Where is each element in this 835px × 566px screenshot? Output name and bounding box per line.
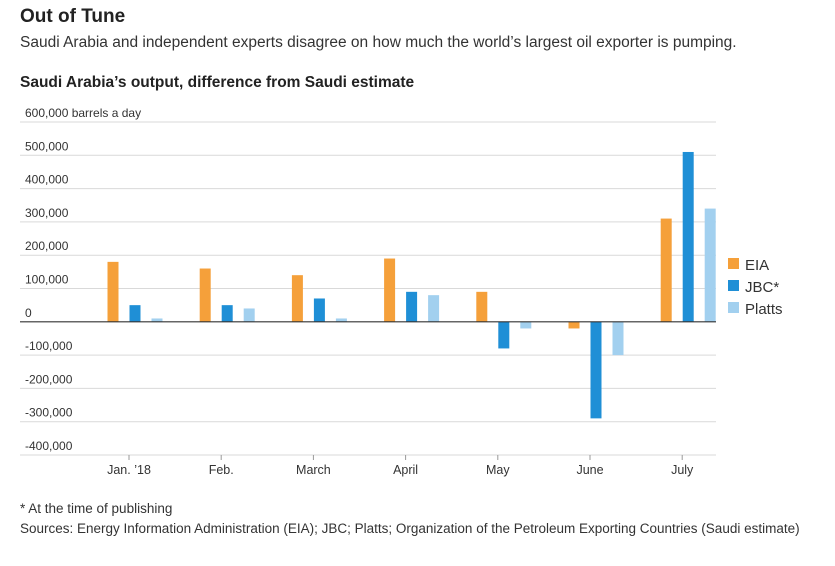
legend-swatch [728,258,739,269]
y-tick-label: 400,000 [25,173,69,187]
y-tick-label: -100,000 [25,339,73,353]
bar-jbc [221,305,233,322]
bar-jbc [590,321,602,419]
bar-eia [107,261,119,322]
bar-eia [660,218,672,322]
y-tick-label: 600,000 barrels a day [25,106,141,120]
plot-title: Saudi Arabia’s output, difference from S… [20,74,415,91]
bar-platts [520,321,532,329]
legend-label: Platts [745,301,783,318]
bar-platts [612,321,624,356]
x-tick-label: June [576,463,603,477]
legend-label: EIA [745,257,769,274]
sources-note: Sources: Energy Information Administrati… [20,521,800,536]
y-tick-label: -300,000 [25,406,73,420]
legend-swatch [728,280,739,291]
y-tick-label: 200,000 [25,239,69,253]
bar-platts [243,308,255,322]
y-tick-label: 100,000 [25,273,69,287]
bar-jbc [313,298,325,322]
footnote: * At the time of publishing [20,501,173,516]
y-tick-label: -200,000 [25,372,73,386]
bar-jbc [406,291,418,322]
bar-platts [704,208,716,322]
bar-eia [384,258,396,322]
y-tick-label: 0 [25,306,32,320]
bar-eia [568,321,580,329]
y-tick-label: 500,000 [25,139,69,153]
chart-title: Out of Tune [20,6,126,27]
x-tick-label: July [671,463,694,477]
legend-swatch [728,302,739,313]
bar-eia [199,268,211,322]
bar-eia [476,291,488,322]
y-tick-label: 300,000 [25,206,69,220]
x-tick-label: March [296,463,331,477]
x-tick-label: April [393,463,418,477]
x-tick-label: Feb. [209,463,234,477]
bar-jbc [129,305,141,322]
bar-eia [291,275,303,322]
x-tick-label: Jan. ’18 [107,463,151,477]
bar-jbc [682,151,694,322]
chart-subtitle: Saudi Arabia and independent experts dis… [20,34,737,51]
bar-platts [335,318,347,322]
bar-platts [428,295,440,322]
x-tick-label: May [486,463,510,477]
bar-jbc [498,321,510,349]
bar-platts [151,318,163,322]
legend-label: JBC* [745,279,779,296]
y-tick-label: -400,000 [25,439,73,453]
